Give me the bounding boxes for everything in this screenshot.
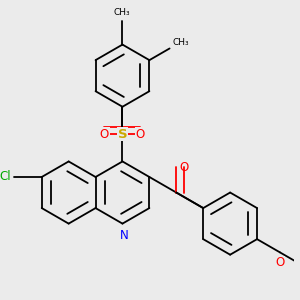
Text: O: O	[180, 160, 189, 173]
Text: N: N	[120, 230, 128, 242]
Text: O: O	[136, 128, 145, 141]
Text: CH₃: CH₃	[172, 38, 189, 47]
Text: O: O	[100, 128, 109, 141]
Text: CH₃: CH₃	[113, 8, 130, 17]
Text: O: O	[275, 256, 285, 269]
Text: S: S	[118, 128, 127, 141]
Text: Cl: Cl	[0, 170, 11, 184]
